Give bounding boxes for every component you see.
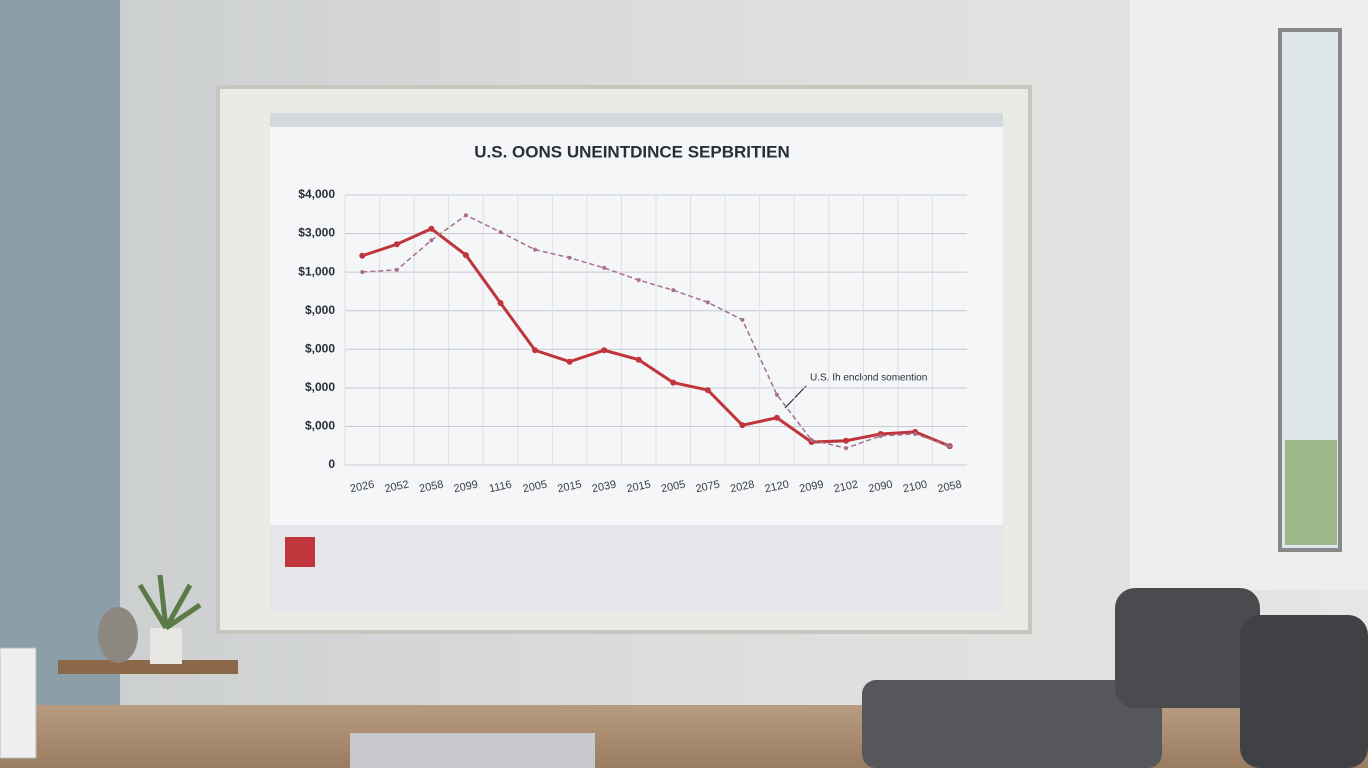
point [566, 358, 573, 365]
point [497, 300, 504, 306]
floor [0, 705, 1368, 768]
point [394, 267, 399, 272]
point [671, 288, 676, 293]
point [773, 414, 780, 421]
x-tick-label: 2099 [798, 478, 824, 495]
sofa [862, 680, 1162, 768]
point [359, 252, 366, 259]
x-tick-label: 2058 [936, 478, 962, 495]
x-tick-label: 2005 [522, 478, 548, 495]
point [844, 446, 849, 451]
point [739, 422, 746, 429]
point [602, 265, 607, 270]
plant [137, 574, 202, 631]
x-tick-label: 2120 [764, 478, 790, 495]
y-tick-label: $1,000 [298, 264, 335, 278]
x-tick-label: 2015 [556, 478, 582, 495]
x-tick-label: 2102 [833, 478, 859, 495]
x-tick-label: 2005 [660, 478, 686, 495]
x-tick-label: 2015 [625, 478, 651, 495]
footer-logo [285, 537, 315, 567]
point [463, 213, 468, 218]
cabinet [0, 647, 37, 759]
point [809, 438, 814, 443]
point [878, 433, 883, 438]
point [533, 247, 538, 252]
point [428, 225, 435, 232]
vase [98, 607, 138, 663]
point [705, 300, 710, 305]
x-tick-label: 2090 [867, 478, 893, 495]
y-tick-label: $,000 [305, 419, 335, 433]
series-line [361, 227, 951, 448]
y-tick-label: 0 [328, 457, 335, 471]
point [947, 444, 952, 449]
x-tick-label: 2026 [349, 478, 375, 495]
point [704, 387, 711, 394]
screen-header [270, 113, 1003, 127]
pot [150, 628, 182, 664]
plot: 0 $,000 $,000 $,000 $,000 $1,000 $3,000 $4,000 2… [298, 187, 967, 495]
x-tick-label: 1116 [488, 479, 513, 495]
point [567, 255, 572, 260]
y-tick-label: $4,000 [298, 187, 335, 201]
cushion [1240, 615, 1368, 768]
point [774, 392, 779, 397]
screen-footer [270, 525, 1003, 612]
chart-title: U.S. OONS UNEINTDINCE SEPBRITIEN [474, 142, 789, 161]
window-tree [1285, 440, 1337, 545]
y-tick-label: $,000 [305, 303, 335, 317]
point [636, 278, 641, 283]
point [532, 347, 539, 354]
annotation: U.S. Ih enclond somention [810, 373, 927, 384]
cushion [1115, 588, 1260, 708]
x-tick-label: 2052 [384, 478, 410, 495]
point [843, 437, 850, 444]
side-table [58, 660, 238, 674]
series-line [362, 214, 950, 449]
x-tick-label: 2058 [418, 478, 444, 495]
x-tick-label: 2099 [453, 478, 479, 495]
point [601, 347, 608, 354]
point [740, 317, 745, 322]
point [393, 241, 400, 248]
x-tick-label: 2075 [695, 478, 721, 495]
x-tick-label: 2028 [729, 478, 755, 495]
point [498, 230, 503, 235]
y-tick-label: $,000 [305, 380, 335, 394]
point [913, 431, 918, 436]
point [635, 356, 642, 363]
point [462, 252, 469, 259]
x-tick-label: 2100 [902, 478, 928, 495]
point [670, 379, 677, 386]
blue-wall [0, 0, 120, 730]
point [360, 269, 365, 274]
y-tick-label: $3,000 [298, 226, 335, 240]
rug [350, 733, 595, 768]
point [429, 238, 434, 243]
x-tick-label: 2039 [591, 478, 617, 495]
y-tick-label: $,000 [305, 341, 335, 355]
annotation-arrow [784, 385, 807, 409]
